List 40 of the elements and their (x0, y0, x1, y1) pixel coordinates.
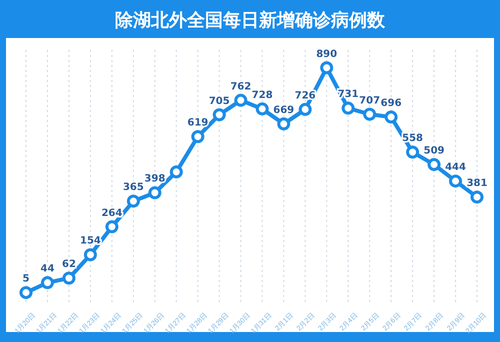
data-label: 728 (252, 90, 273, 101)
point (470, 190, 484, 204)
data-label: 669 (273, 104, 294, 116)
point (62, 272, 76, 285)
data-label: 398 (144, 174, 166, 185)
data-label: 705 (208, 96, 230, 107)
data-label: 365 (122, 182, 144, 194)
point (126, 194, 140, 208)
data-label: 5 (22, 274, 30, 285)
point (105, 220, 118, 234)
point (40, 276, 54, 290)
data-label: 509 (424, 146, 445, 157)
data-label: 762 (230, 81, 252, 92)
data-label: 707 (359, 95, 380, 106)
data-label: 264 (101, 208, 122, 219)
point (20, 286, 32, 300)
point (277, 117, 290, 130)
point (449, 174, 462, 188)
point (212, 108, 226, 122)
data-label: 696 (380, 98, 402, 110)
data-label: 62 (62, 259, 76, 270)
point (170, 165, 183, 178)
point (342, 102, 355, 115)
point (234, 94, 248, 107)
point (148, 186, 162, 200)
point (428, 158, 441, 172)
data-label: 44 (40, 264, 54, 275)
point (384, 110, 398, 124)
point (298, 102, 312, 116)
point (406, 146, 420, 159)
data-label: 890 (316, 48, 338, 60)
point (191, 130, 204, 144)
point (363, 108, 376, 121)
data-label: 381 (466, 178, 488, 190)
chart-title: 除湖北外全国每日新增确诊病例数 (115, 10, 386, 31)
point (84, 248, 97, 262)
data-label: 619 (187, 118, 208, 129)
point (256, 102, 269, 116)
point (320, 61, 334, 74)
data-label: 444 (445, 162, 466, 174)
